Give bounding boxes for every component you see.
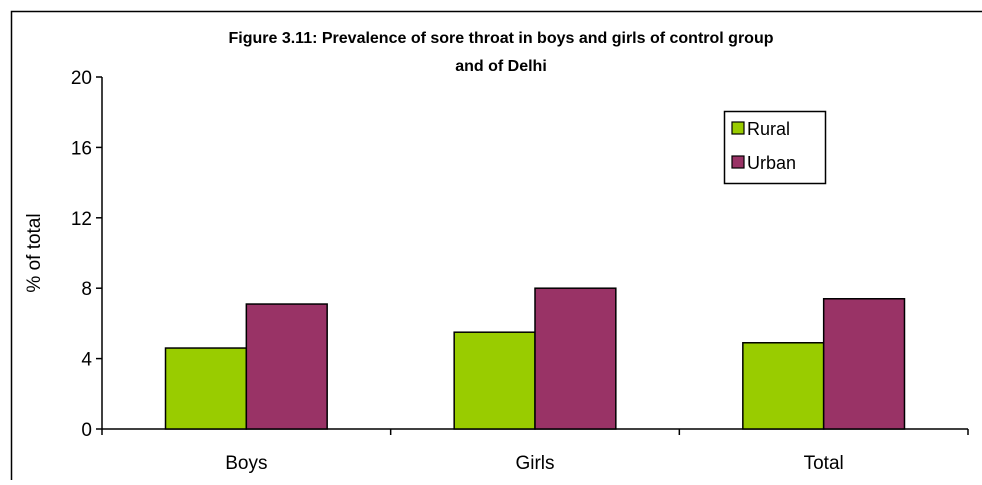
y-tick-label: 20 (71, 68, 92, 89)
y-tick-label: 0 (81, 420, 92, 441)
bar-rural-total (743, 343, 824, 429)
bar-urban-total (824, 299, 905, 429)
chart-title-line-2: and of Delhi (455, 58, 547, 75)
legend-label-urban: Urban (747, 153, 796, 173)
y-tick-label: 4 (81, 350, 92, 371)
y-tick-label: 16 (71, 138, 92, 159)
x-category-label: Boys (225, 453, 267, 474)
bar-urban-boys (246, 304, 327, 429)
bar-rural-boys (166, 348, 247, 429)
bar-urban-girls (535, 288, 616, 429)
legend-label-rural: Rural (747, 119, 790, 139)
legend-swatch-urban (732, 156, 744, 168)
legend-swatch-rural (732, 122, 744, 134)
x-category-label: Total (804, 453, 844, 474)
chart-title-line-1: Figure 3.11: Prevalence of sore throat i… (229, 30, 774, 47)
x-category-label: Girls (515, 453, 554, 474)
legend: Rural Urban (725, 112, 826, 184)
y-axis-label: % of total (24, 213, 45, 292)
y-tick-label: 12 (71, 209, 92, 230)
bar-rural-girls (454, 332, 535, 429)
y-tick-label: 8 (81, 279, 92, 300)
